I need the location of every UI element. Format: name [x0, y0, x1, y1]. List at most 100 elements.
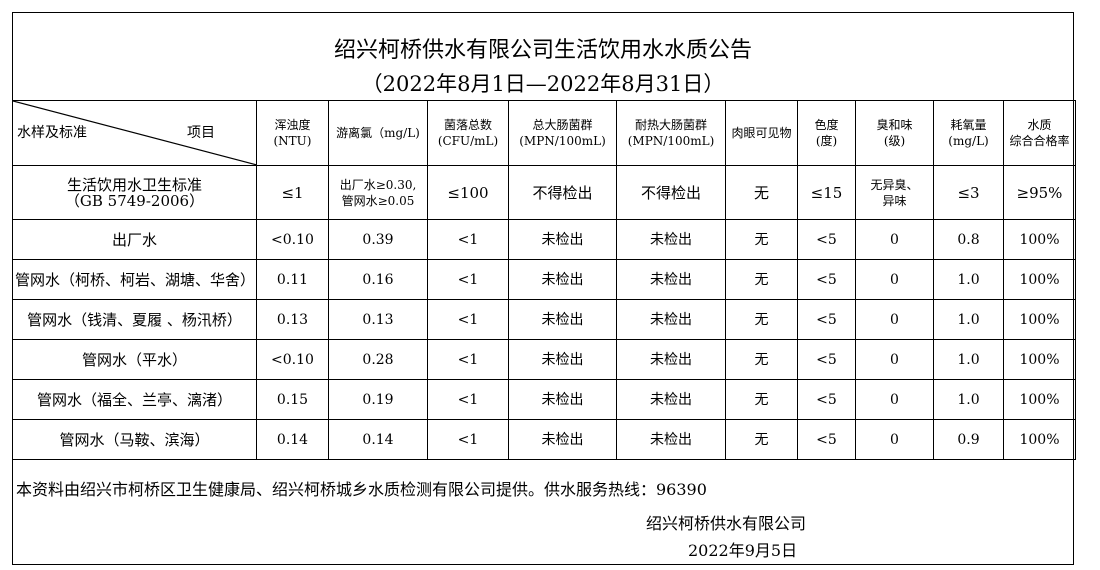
cell-value: 未检出 [616, 339, 726, 380]
cell-value: 0 [855, 339, 934, 380]
cell-value: 未检出 [616, 299, 726, 340]
cell-value: 无 [725, 419, 798, 460]
table-row: 管网水（平水） <0.10 0.28 <1 未检出 未检出无 <5 0 1.0 100% [12, 339, 1076, 380]
standard-value: 不得检出 [616, 165, 726, 220]
diagonal-line [13, 101, 257, 165]
column-header: 肉眼可见物 [725, 100, 798, 166]
column-unit: (mg/L) [948, 134, 989, 148]
cell-value: 未检出 [616, 419, 726, 460]
cell-value: 0 [855, 299, 934, 340]
standard-value: 无 [725, 165, 798, 220]
corner-left-label: 水样及标准 [17, 125, 87, 141]
column-title: 耗氧量 [950, 118, 987, 132]
cell-value: <5 [797, 259, 856, 300]
cell-value: 0.13 [256, 299, 329, 340]
column-unit: (MPN/100mL) [519, 134, 606, 148]
table-row: 管网水（马鞍、滨海） 0.14 0.14 <1 未检出 未检出无 <5 0 0.9 100% [12, 419, 1076, 460]
cell-value: 100% [1003, 379, 1076, 420]
source-note: 本资料由绍兴市柯桥区卫生健康局、绍兴柯桥城乡水质检测有限公司提供。供水服务热线：… [16, 480, 707, 499]
cell-value: 0 [855, 219, 934, 260]
date-range: （2022年8月1日—2022年8月31日） [361, 72, 725, 96]
standard-value: ≤15 [797, 165, 856, 220]
water-quality-table: 水样及标准 项目 浑浊度 (NTU) 游离氯（mg/L) 菌落总数 (CFU/mL) 总大肠菌… [12, 100, 1076, 460]
column-title: 浑浊度 [274, 118, 311, 132]
column-header: 菌落总数 (CFU/mL) [427, 100, 509, 166]
cell-value: 0 [855, 419, 934, 460]
cell-value: <0.10 [256, 219, 329, 260]
cell-value: 0.28 [328, 339, 428, 380]
publish-date: 2022年9月5日 [688, 541, 798, 560]
cell-value: 1.0 [933, 299, 1004, 340]
column-title: 游离氯（mg/L) [336, 126, 420, 140]
cell-value: <5 [797, 219, 856, 260]
column-unit: (级) [883, 134, 906, 148]
standard-value: 出厂水≥0.30, 管网水≥0.05 [328, 165, 428, 220]
cell-value: 0.11 [256, 259, 329, 300]
column-header: 耐热大肠菌群 (MPN/100mL) [616, 100, 726, 166]
cell-value: 无 [725, 219, 798, 260]
cell-value: 100% [1003, 299, 1076, 340]
company-signature: 绍兴柯桥供水有限公司 [646, 514, 807, 533]
standard-value: ≤100 [427, 165, 509, 220]
cell-value: 100% [1003, 259, 1076, 300]
table-row: 管网水（福全、兰亭、漓渚） 0.15 0.19 <1 未检出 未检出无 <5 0 1.0 100% [12, 379, 1076, 420]
column-title: 色度 [814, 118, 839, 132]
cell-value: <1 [427, 259, 509, 300]
column-unit: (MPN/100mL) [627, 134, 715, 148]
cell-value: 1.0 [933, 259, 1004, 300]
table-row: 出厂水 <0.10 0.39 <1 未检出 未检出无 <5 0 0.8 100% [12, 219, 1076, 260]
cell-value: 0.16 [328, 259, 428, 300]
cell-value: <1 [427, 219, 509, 260]
cell-value: 0.8 [933, 219, 1004, 260]
standard-name: 生活饮用水卫生标准 （GB 5749-2006） [12, 165, 257, 220]
standard-value: ≤1 [256, 165, 329, 220]
cell-value: 无 [725, 339, 798, 380]
column-header: 色度 (度) [797, 100, 856, 166]
cell-value: 0.15 [256, 379, 329, 420]
cell-value: <5 [797, 339, 856, 380]
cell-value: 100% [1003, 339, 1076, 380]
cell-value: <1 [427, 419, 509, 460]
column-unit: (CFU/mL) [437, 134, 499, 148]
cell-value: 未检出 [508, 339, 617, 380]
cell-value: 未检出 [616, 219, 726, 260]
cell-value: 0.9 [933, 419, 1004, 460]
column-title: 肉眼可见物 [731, 126, 792, 140]
column-header: 浑浊度 (NTU) [256, 100, 329, 166]
cell-value: 未检出 [616, 379, 726, 420]
cell-value: 无 [725, 379, 798, 420]
page-title: 绍兴柯桥供水有限公司生活饮用水水质公告 [333, 38, 752, 63]
standard-row: 生活饮用水卫生标准 （GB 5749-2006） ≤1 出厂水≥0.30, 管网水≥0… [12, 165, 1076, 220]
column-unit: (NTU) [273, 134, 312, 148]
cell-value: 未检出 [508, 219, 617, 260]
column-unit: (度) [815, 134, 838, 148]
standard-title: 生活饮用水卫生标准 [66, 175, 202, 194]
sample-name: 管网水（柯桥、柯岩、湖塘、华舍） [12, 259, 257, 300]
column-title: 总大肠菌群 [532, 118, 593, 132]
cell-value: <5 [797, 299, 856, 340]
column-title: 水质 [1027, 118, 1052, 132]
column-header: 水质 综合合格率 [1003, 100, 1076, 166]
cell-value: <5 [797, 379, 856, 420]
cell-value: 0.13 [328, 299, 428, 340]
column-title: 耐热大肠菌群 [634, 118, 707, 132]
column-header: 耗氧量 (mg/L) [933, 100, 1004, 166]
corner-header: 水样及标准 项目 [12, 100, 257, 166]
standard-value: ≥95% [1003, 165, 1076, 220]
cell-value: <1 [427, 379, 509, 420]
column-title: 菌落总数 [443, 118, 492, 132]
column-header: 总大肠菌群 (MPN/100mL) [508, 100, 617, 166]
column-title: 臭和味 [876, 118, 913, 132]
cell-value: 100% [1003, 219, 1076, 260]
standard-value: ≤3 [933, 165, 1004, 220]
sample-name: 管网水（钱清、夏履 、杨汛桥） [12, 299, 257, 340]
cell-value: 0.14 [256, 419, 329, 460]
cell-value: 无 [725, 259, 798, 300]
sample-name: 管网水（马鞍、滨海） [12, 419, 257, 460]
table-row: 管网水（钱清、夏履 、杨汛桥） 0.13 0.13 <1 未检出 未检出无 <5 0 1.0 10… [12, 299, 1076, 340]
cell-value: 未检出 [508, 379, 617, 420]
header-row: 水样及标准 项目 浑浊度 (NTU) 游离氯（mg/L) 菌落总数 (CFU/mL) 总大肠菌… [12, 100, 1076, 166]
column-unit: 综合合格率 [1009, 134, 1070, 148]
cell-value: 0.39 [328, 219, 428, 260]
cell-value: 0 [855, 259, 934, 300]
